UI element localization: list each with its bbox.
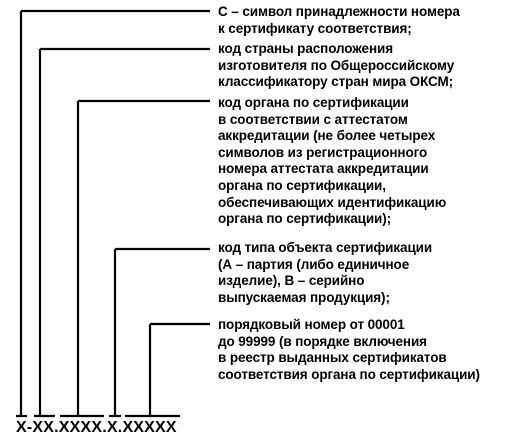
- certificate-number-format: Х-ХХ.ХХХХ.Х.ХХХХХ: [16, 419, 177, 436]
- description-serial-number: порядковый номер от 00001 до 99999 (в по…: [218, 317, 480, 382]
- description-body-code: код органа по сертификации в соответстви…: [218, 95, 447, 227]
- description-country-code: код страны расположения изготовителя по …: [218, 41, 455, 90]
- description-object-type: код типа объекта сертификации (А – парти…: [218, 240, 433, 305]
- description-symbol: С – символ принадлежности номера к серти…: [218, 4, 460, 36]
